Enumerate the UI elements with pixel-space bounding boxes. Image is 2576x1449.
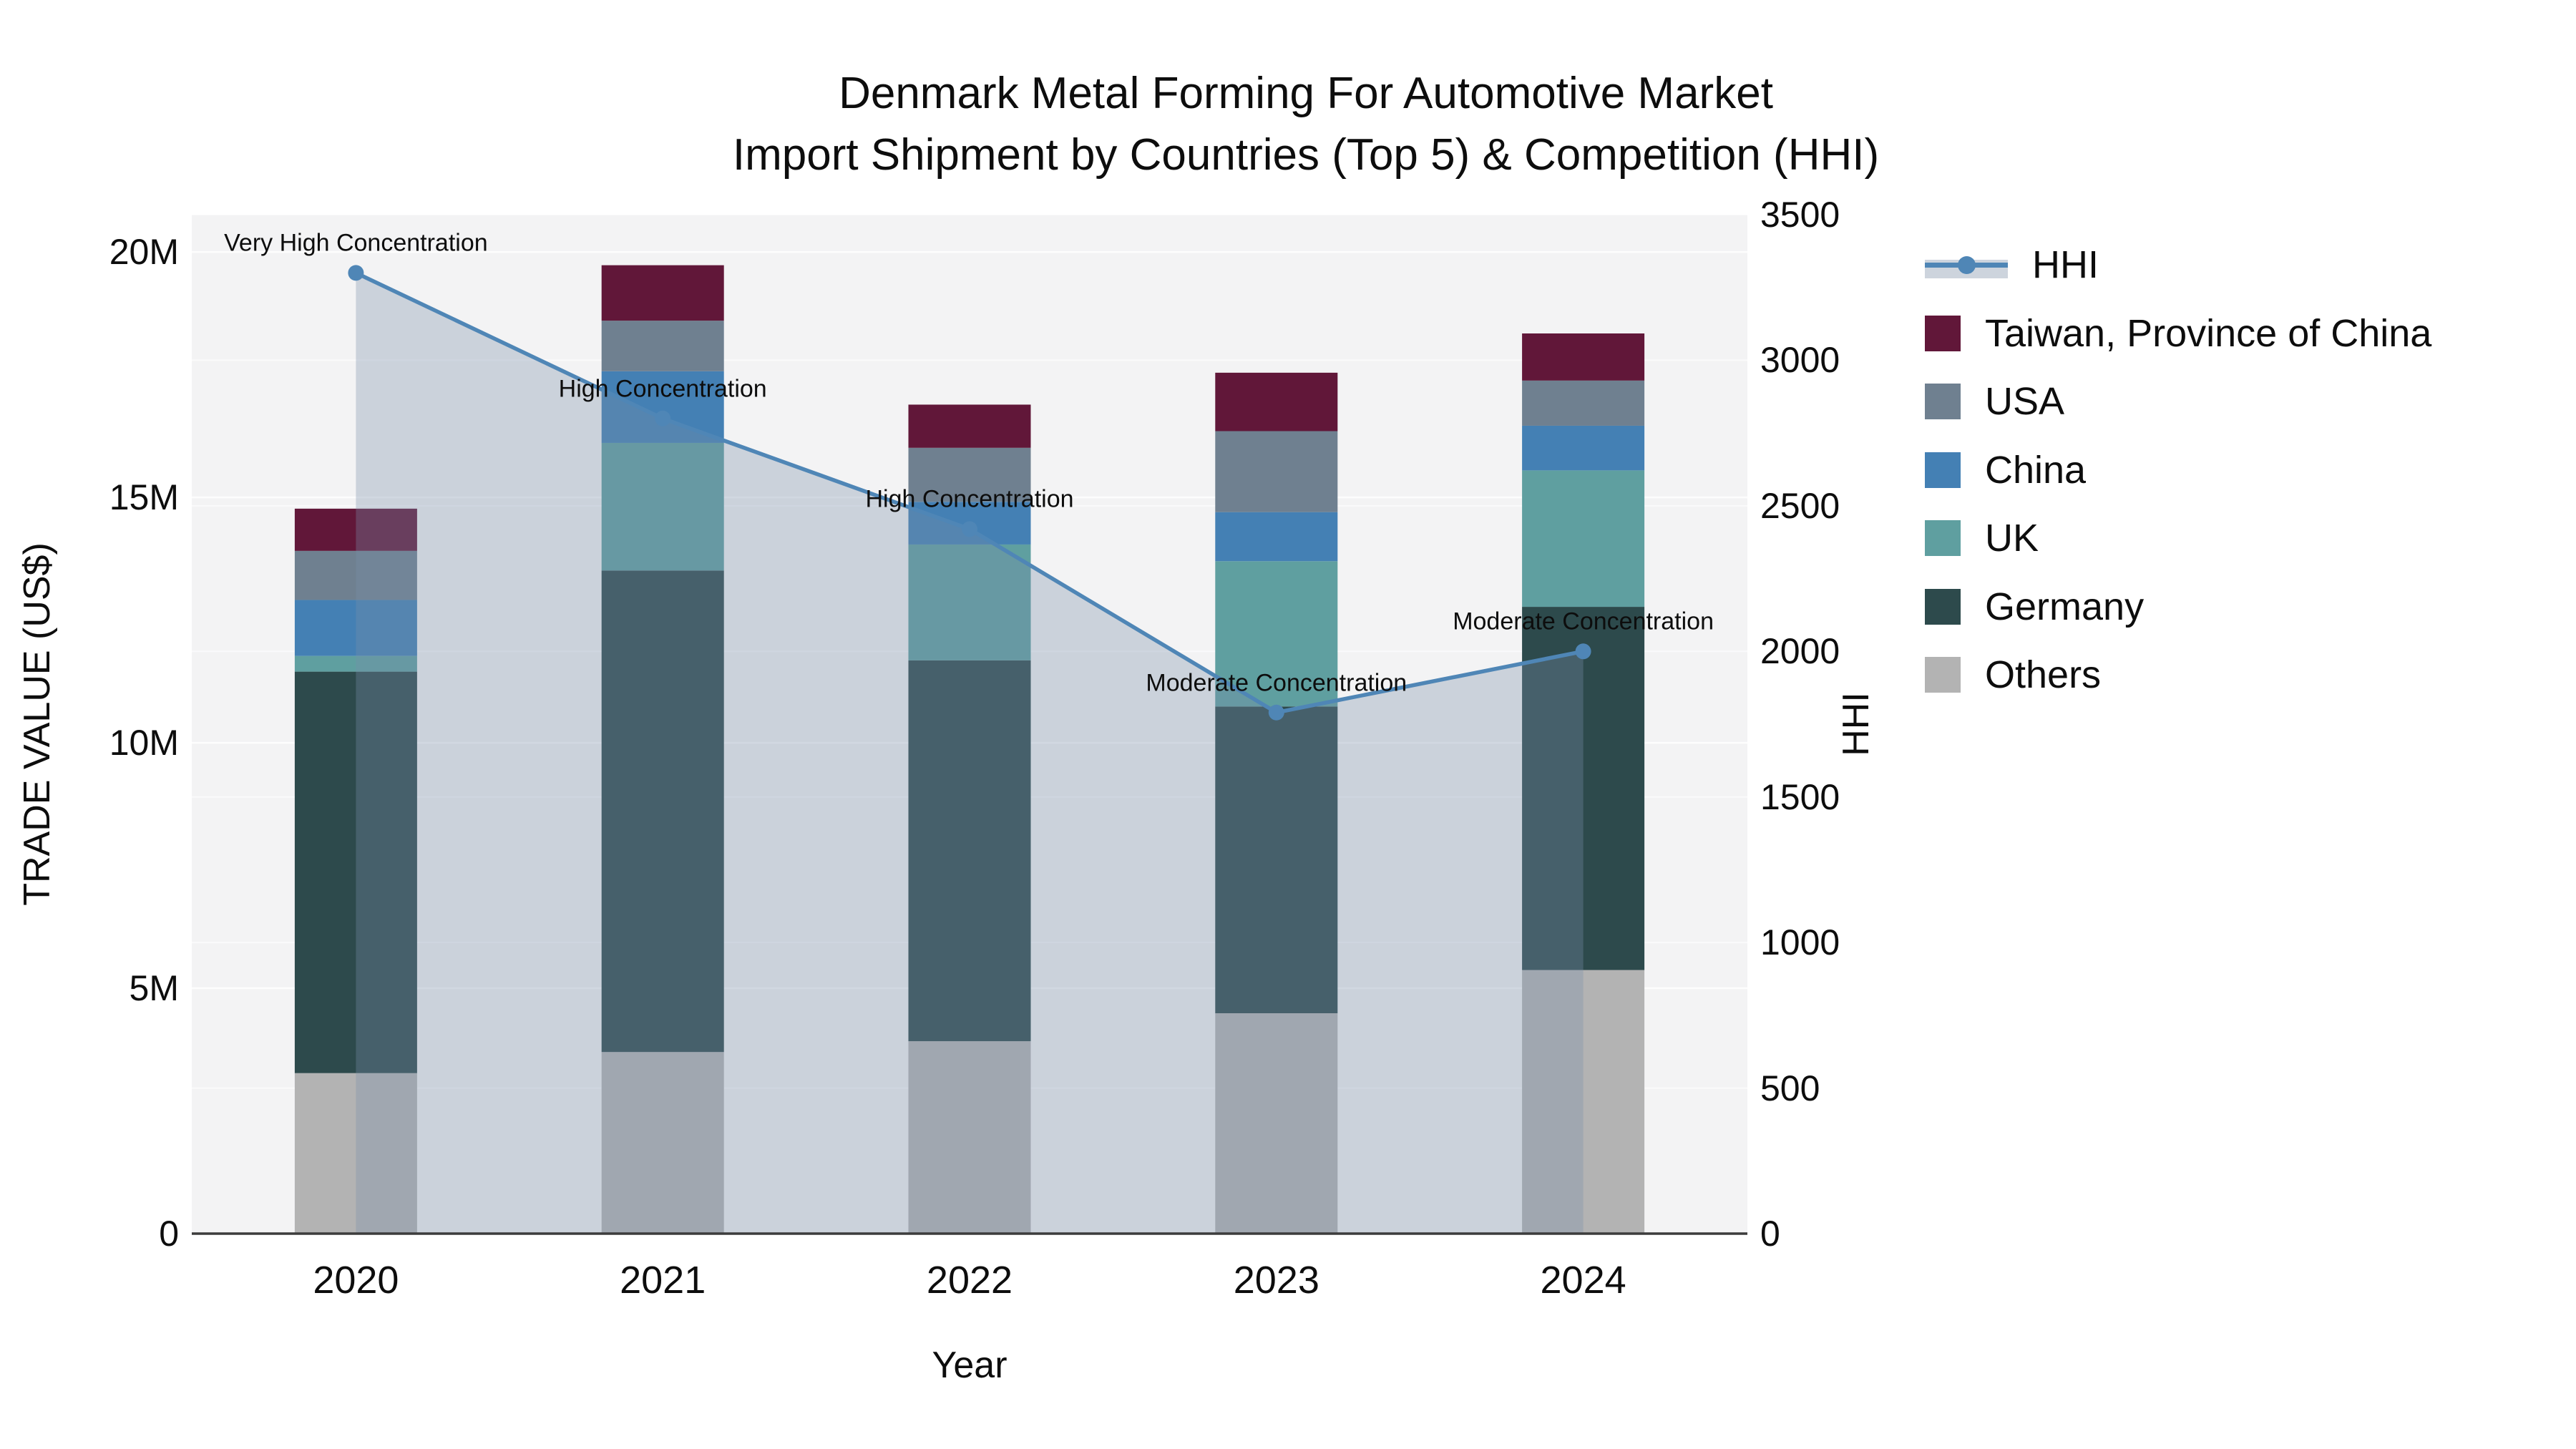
left-axis-tick-5M: 5M: [129, 968, 179, 1009]
legend-item-germany[interactable]: Germany: [1925, 578, 2144, 635]
right-axis-tick-0: 0: [1760, 1214, 1780, 1254]
right-axis-tick-1500: 1500: [1760, 776, 1840, 817]
legend-item-usa[interactable]: USA: [1925, 373, 2064, 430]
left-axis-title: TRADE VALUE (US$): [16, 542, 58, 906]
bar-segment-uk-2020: [294, 655, 417, 672]
legend-swatch-taiwan-province-of-china: [1925, 315, 1961, 351]
bar-segment-uk-2023: [1215, 561, 1338, 707]
bar-segment-usa-2022: [908, 447, 1031, 502]
legend-swatch-germany: [1925, 588, 1961, 625]
right-axis-tick-2000: 2000: [1760, 631, 1840, 672]
hhi-annotation-2023: Moderate Concentration: [1146, 669, 1407, 697]
right-axis-tick-3500: 3500: [1760, 195, 1840, 235]
right-axis-tick-2500: 2500: [1760, 485, 1840, 526]
bar-segment-uk-2022: [908, 544, 1031, 660]
hhi-marker-2020: [348, 265, 364, 281]
hhi-line-sample-icon: [1925, 247, 2008, 283]
legend-item-china[interactable]: China: [1925, 441, 2086, 499]
bar-segment-usa-2024: [1522, 380, 1645, 426]
hhi-annotation-2021: High Concentration: [558, 375, 767, 403]
bar-segment-taiwan-province-of-china-2022: [908, 404, 1031, 448]
hhi-area-fill: [356, 273, 1584, 1234]
legend-item-hhi[interactable]: HHI: [1925, 236, 2099, 293]
hhi-marker-2022: [962, 521, 977, 537]
legend-label-uk: UK: [1985, 517, 2039, 560]
bar-segment-taiwan-province-of-china-2021: [601, 265, 724, 321]
bar-segment-usa-2021: [601, 321, 724, 371]
bar-segment-others-2020: [294, 1073, 417, 1234]
right-axis-title: HHI: [1835, 692, 1877, 756]
bar-segment-germany-2021: [601, 570, 724, 1053]
hhi-marker-2021: [655, 410, 671, 426]
legend-swatch-china: [1925, 452, 1961, 488]
hhi-annotation-2024: Moderate Concentration: [1453, 608, 1714, 635]
legend-swatch-usa: [1925, 384, 1961, 419]
bar-segment-taiwan-province-of-china-2020: [294, 508, 417, 551]
bar-segment-uk-2021: [601, 442, 724, 571]
left-axis-tick-20M: 20M: [109, 232, 179, 273]
bar-segment-china-2023: [1215, 512, 1338, 562]
legend-label-germany: Germany: [1985, 585, 2145, 628]
bar-segment-usa-2020: [294, 550, 417, 600]
legend-label-others: Others: [1985, 653, 2102, 696]
legend-swatch-uk: [1925, 520, 1961, 556]
hhi-marker-2024: [1575, 643, 1591, 660]
bar-segment-others-2023: [1215, 1013, 1338, 1234]
hhi-marker-2023: [1268, 704, 1284, 721]
bar-segment-germany-2020: [294, 671, 417, 1073]
right-axis-tick-500: 500: [1760, 1068, 1820, 1108]
bar-segment-others-2021: [601, 1052, 724, 1234]
hhi-annotation-2022: High Concentration: [865, 485, 1074, 513]
left-axis-tick-10M: 10M: [109, 723, 179, 763]
bar-segment-taiwan-province-of-china-2024: [1522, 333, 1645, 381]
x-axis-tick-2020: 2020: [313, 1259, 399, 1302]
bar-segment-china-2024: [1522, 425, 1645, 471]
bar-segment-others-2024: [1522, 970, 1645, 1234]
bar-segment-germany-2023: [1215, 706, 1338, 1014]
legend-label-hhi: HHI: [2032, 243, 2099, 286]
bar-segment-germany-2022: [908, 660, 1031, 1042]
legend-label-china: China: [1985, 448, 2087, 492]
chart-title-line1: Denmark Metal Forming For Automotive Mar…: [839, 69, 1773, 118]
bar-segment-taiwan-province-of-china-2023: [1215, 372, 1338, 431]
x-axis-tick-2022: 2022: [926, 1259, 1013, 1302]
hhi-annotation-2020: Very High Concentration: [224, 229, 488, 257]
left-axis-tick-0: 0: [159, 1214, 179, 1254]
right-axis-tick-1000: 1000: [1760, 922, 1840, 963]
x-axis-tick-2023: 2023: [1233, 1259, 1319, 1302]
legend-item-taiwan-province-of-china[interactable]: Taiwan, Province of China: [1925, 305, 2431, 362]
legend-swatch-others: [1925, 657, 1961, 693]
bar-segment-others-2022: [908, 1041, 1031, 1234]
bar-segment-usa-2023: [1215, 431, 1338, 512]
legend-label-taiwan-province-of-china: Taiwan, Province of China: [1985, 311, 2432, 355]
bar-segment-china-2021: [601, 371, 724, 443]
legend-item-uk[interactable]: UK: [1925, 509, 2039, 567]
x-axis-tick-2024: 2024: [1540, 1259, 1626, 1302]
legend-item-others[interactable]: Others: [1925, 646, 2101, 703]
legend-label-usa: USA: [1985, 380, 2065, 423]
left-axis-tick-15M: 15M: [109, 477, 179, 518]
x-axis-title: Year: [932, 1345, 1008, 1386]
chart-title-line2: Import Shipment by Countries (Top 5) & C…: [732, 130, 1880, 180]
hhi-marker-swatch: [1958, 256, 1976, 274]
bar-segment-uk-2024: [1522, 470, 1645, 608]
bar-segment-germany-2024: [1522, 607, 1645, 970]
right-axis-tick-3000: 3000: [1760, 340, 1840, 381]
x-axis-tick-2021: 2021: [620, 1259, 706, 1302]
bar-segment-china-2020: [294, 600, 417, 656]
